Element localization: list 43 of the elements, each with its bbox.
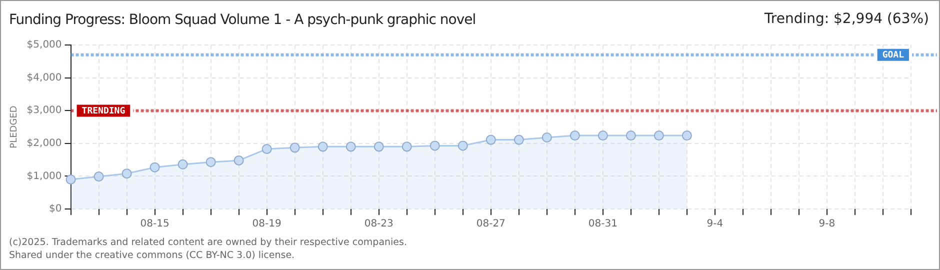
y-tick-label: $4,000 bbox=[26, 72, 62, 84]
y-tick-label: $3,000 bbox=[26, 105, 62, 116]
point bbox=[346, 142, 356, 152]
x-tick-label: 08-15 bbox=[140, 218, 170, 230]
y-tick-label: $0 bbox=[49, 204, 62, 215]
y-axis-title: PLEDGED bbox=[10, 106, 20, 148]
x-tick-label: 08-23 bbox=[364, 218, 394, 230]
point bbox=[234, 155, 244, 166]
ref-line-label: GOAL bbox=[882, 50, 905, 61]
point bbox=[486, 134, 496, 145]
point bbox=[290, 142, 300, 153]
y-tick-label: $2,000 bbox=[26, 138, 62, 149]
point bbox=[514, 134, 524, 145]
point bbox=[262, 144, 272, 154]
point bbox=[206, 157, 216, 168]
point bbox=[150, 162, 160, 172]
point bbox=[66, 174, 76, 184]
chart-title: Funding Progress: Bloom Squad Volume 1 - A psych-punk graphic novel bbox=[9, 12, 476, 28]
point bbox=[570, 130, 580, 141]
text: (c)2025. Trademarks and related content are owned by their respective companies. bbox=[9, 236, 407, 249]
point bbox=[430, 140, 440, 151]
point bbox=[94, 172, 104, 182]
chart-subtitle: Trending: $2,994 (63%) bbox=[764, 11, 929, 27]
point bbox=[682, 130, 692, 141]
ref-line-label: TRENDING bbox=[82, 106, 126, 117]
point bbox=[122, 168, 132, 179]
point bbox=[542, 132, 552, 142]
point bbox=[178, 159, 188, 170]
point bbox=[626, 130, 636, 141]
point bbox=[318, 142, 328, 152]
x-tick-label: 08-19 bbox=[252, 218, 282, 230]
y-tick-label: $1,000 bbox=[26, 170, 62, 182]
point bbox=[458, 140, 468, 151]
y-tick-label: $5,000 bbox=[26, 40, 62, 51]
x-tick-label: 08-31 bbox=[588, 218, 618, 230]
point bbox=[598, 130, 608, 141]
point bbox=[654, 130, 664, 141]
text: Shared under the creative commons (CC BY-NC 3.0) license. bbox=[9, 249, 296, 262]
point bbox=[402, 142, 412, 152]
x-tick-label: 08-27 bbox=[476, 218, 506, 230]
point bbox=[374, 142, 384, 152]
x-tick-label: 9-4 bbox=[706, 218, 724, 230]
x-tick-label: 9-8 bbox=[818, 218, 836, 230]
